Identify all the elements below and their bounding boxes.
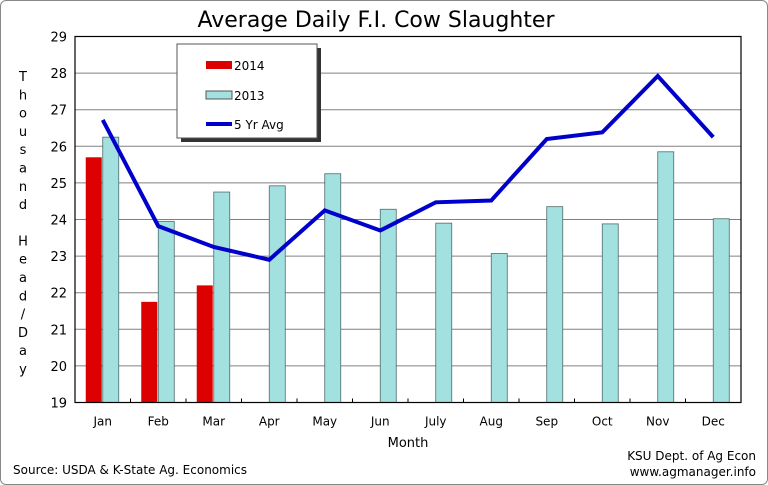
x-tick-label: Jun [370,415,390,429]
y-tick-label: 19 [50,397,67,412]
y-tick-label: 20 [50,360,67,375]
y-axis-label-char: a [19,271,27,286]
y-tick-label: 28 [50,67,67,82]
legend: 2014 2013 5 Yr Avg [176,43,321,142]
y-tick-label: 26 [50,140,67,155]
x-tick-label: Sep [535,415,558,429]
bar-2013 [435,222,453,403]
y-axis-label-char: / [21,308,26,323]
x-tick-label: May [312,415,337,429]
source-note: Source: USDA & K-State Ag. Economics [13,463,247,477]
x-tick-label: Nov [646,415,669,429]
bar-2013 [379,208,397,403]
x-tick-label: Feb [148,415,169,429]
legend-swatch-2013 [205,90,233,100]
y-axis-label-char: o [19,107,27,122]
y-tick-label: 21 [50,323,67,338]
y-axis-label-char: u [19,125,27,140]
x-tick-label: Aug [480,415,503,429]
bar-2013 [213,191,231,403]
x-tick-label: Oct [592,415,613,429]
x-tick-label: Dec [702,415,725,429]
bar-2013 [657,151,675,403]
x-tick-label: Apr [259,415,280,429]
bar-2013 [268,185,286,403]
bar-2013 [546,206,564,403]
credit-line-1: KSU Dept. of Ag Econ [627,449,756,463]
bar-2013 [324,173,342,403]
y-axis-label-char: a [19,162,27,177]
bar-2014 [85,157,102,403]
bar-2013 [712,218,730,403]
y-tick-label: 29 [50,31,67,46]
y-axis-label-char: D [18,326,28,341]
bar-2014 [141,301,158,403]
y-axis-label-char: T [18,70,27,85]
legend-label-2013: 2013 [234,89,265,103]
legend-swatch-2014 [206,61,232,69]
y-axis-label-char: H [18,234,28,249]
legend-label-5yr: 5 Yr Avg [234,118,284,132]
bar-2014 [196,285,213,403]
x-axis-label: Month [388,436,429,451]
y-axis-label-char: n [19,180,27,195]
y-tick-label: 22 [50,287,67,302]
credit-line-2: www.agmanager.info [630,465,756,479]
y-tick-label: 23 [50,250,67,265]
chart-title: Average Daily F.I. Cow Slaughter [197,8,555,33]
bar-2013 [490,253,508,403]
y-axis-label-char: d [19,198,27,213]
legend-label-2014: 2014 [234,59,265,73]
y-axis-label-char: h [19,88,27,103]
x-tick-label: Jan [93,415,113,429]
bar-2013 [102,136,120,403]
y-tick-label: 27 [50,104,67,119]
y-axis-label-char: e [19,253,27,268]
line-5yr-avg [100,73,715,262]
y-axis-label-char: a [19,344,27,359]
y-axis-label-char: s [20,143,27,158]
x-tick-label: Mar [202,415,225,429]
y-axis-label-char: d [19,289,27,304]
bar-2013 [157,220,175,403]
legend-box [176,43,318,139]
bar-2013 [601,223,619,403]
x-tick-label: July [424,415,447,429]
y-tick-label: 24 [50,214,67,229]
y-axis-label-char: y [19,363,27,378]
y-tick-label: 25 [50,177,67,192]
